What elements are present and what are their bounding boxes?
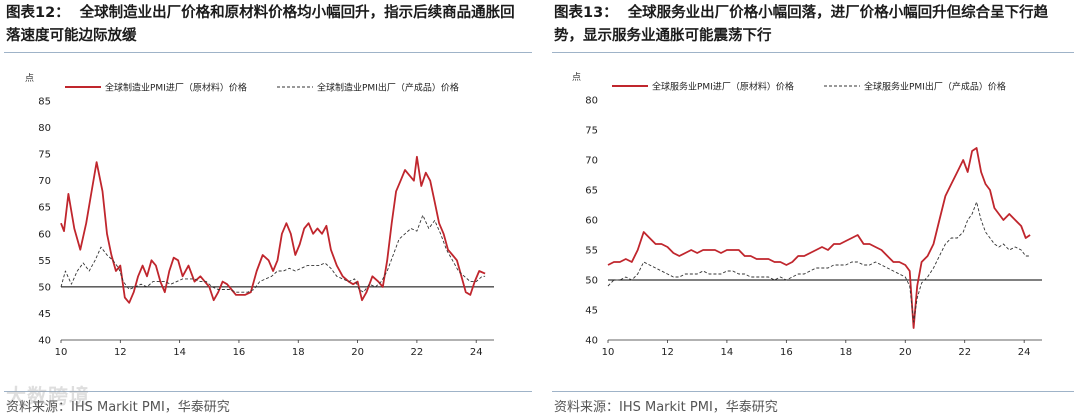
y-axis-unit-label: 点 <box>25 73 34 84</box>
series-line-output-price <box>607 201 1031 323</box>
x-tick-label: 20 <box>899 347 912 358</box>
title-divider <box>4 52 532 53</box>
figure-12-panel: 图表12： 全球制造业出厂价格和原材料价格均小幅回升，指示后续商品通胀回落速度可能… <box>0 0 536 417</box>
y-tick-label: 50 <box>585 276 598 287</box>
y-tick-label: 45 <box>585 306 598 317</box>
y-tick-label: 70 <box>585 156 598 167</box>
legend-label: 全球制造业PMI进厂（原材料）价格 <box>105 82 247 94</box>
y-tick-label: 75 <box>585 126 598 137</box>
y-tick-label: 65 <box>585 186 598 197</box>
x-tick-label: 20 <box>351 347 364 358</box>
title-divider <box>552 52 1074 53</box>
series-line-input-price <box>60 155 486 304</box>
figure-title: 图表13： 全球服务业出厂价格小幅回落，进厂价格小幅回升但综合呈下行趋势，显示服务… <box>554 2 1074 48</box>
source-divider <box>552 391 1074 392</box>
x-tick-label: 18 <box>292 347 305 358</box>
series-line-output-price <box>60 214 486 293</box>
y-tick-label: 75 <box>38 150 51 161</box>
y-tick-label: 80 <box>585 96 598 107</box>
x-tick-label: 24 <box>1018 347 1031 358</box>
figure-title-text: 全球服务业出厂价格小幅回落，进厂价格小幅回升但综合呈下行趋势，显示服务业通胀可能… <box>554 5 1049 44</box>
legend-label: 全球服务业PMI进厂（原材料）价格 <box>652 81 794 93</box>
figure-title: 图表12： 全球制造业出厂价格和原材料价格均小幅回升，指示后续商品通胀回落速度可能… <box>6 2 526 48</box>
y-tick-label: 55 <box>585 246 598 257</box>
x-tick-label: 24 <box>470 347 483 358</box>
y-tick-label: 40 <box>38 336 51 347</box>
x-tick-label: 14 <box>173 347 186 358</box>
y-tick-label: 85 <box>38 97 51 108</box>
x-tick-label: 16 <box>233 347 246 358</box>
y-tick-label: 60 <box>38 229 51 240</box>
watermark: 大数跨境 <box>6 384 90 408</box>
figure-title-text: 全球制造业出厂价格和原材料价格均小幅回升，指示后续商品通胀回落速度可能边际放缓 <box>6 5 515 44</box>
series-line-input-price <box>607 147 1031 329</box>
x-tick-label: 10 <box>55 347 68 358</box>
chart-12: 点 40 45 50 55 60 65 70 75 80 85 10 12 14 16 18 20 22 24 全球制… <box>25 73 494 358</box>
source-note: 资料来源：IHS Markit PMI，华泰研究 <box>6 400 230 415</box>
legend-label: 全球服务业PMI出厂（产成品）价格 <box>864 81 1006 93</box>
x-tick-label: 12 <box>114 347 127 358</box>
chart-13: 点 40 45 50 55 60 65 70 75 80 10 12 14 16 18 20 22 24 全球服务业… <box>572 72 1042 358</box>
y-tick-label: 70 <box>38 176 51 187</box>
x-tick-label: 22 <box>411 347 424 358</box>
y-tick-label: 80 <box>38 123 51 134</box>
x-tick-label: 16 <box>780 347 793 358</box>
y-axis-unit-label: 点 <box>572 72 581 83</box>
y-tick-label: 45 <box>38 309 51 320</box>
x-tick-label: 14 <box>721 347 734 358</box>
x-tick-label: 22 <box>958 347 971 358</box>
figure-label: 图表12： <box>6 5 70 21</box>
y-tick-label: 55 <box>38 256 51 267</box>
source-note: 资料来源：IHS Markit PMI，华泰研究 <box>554 400 778 415</box>
figure-13-panel: 图表13： 全球服务业出厂价格小幅回落，进厂价格小幅回升但综合呈下行趋势，显示服务… <box>548 0 1080 417</box>
y-tick-label: 40 <box>585 336 598 347</box>
legend-label: 全球制造业PMI出厂（产成品）价格 <box>317 82 459 94</box>
y-tick-label: 50 <box>38 282 51 293</box>
x-tick-label: 18 <box>839 347 852 358</box>
x-tick-label: 12 <box>661 347 674 358</box>
y-tick-label: 65 <box>38 203 51 214</box>
figure-label: 图表13： <box>554 5 618 21</box>
x-tick-label: 10 <box>602 347 615 358</box>
source-divider <box>4 391 532 392</box>
y-tick-label: 60 <box>585 216 598 227</box>
